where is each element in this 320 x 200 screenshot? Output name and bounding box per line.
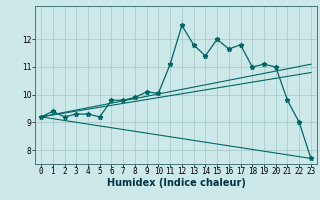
X-axis label: Humidex (Indice chaleur): Humidex (Indice chaleur) [107,178,245,188]
